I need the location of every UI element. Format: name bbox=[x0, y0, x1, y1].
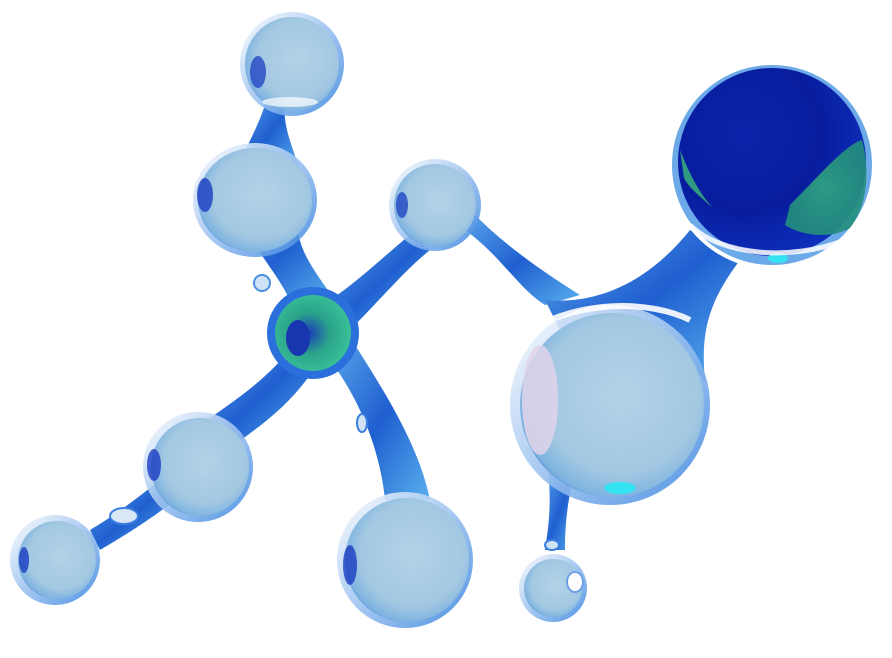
atom-far-left bbox=[10, 515, 100, 605]
atom-top bbox=[240, 12, 344, 116]
atom-left bbox=[109, 412, 253, 525]
atom-large-pale bbox=[510, 303, 710, 505]
atom-bottom-small bbox=[519, 539, 587, 622]
atom-bottom-center bbox=[337, 413, 473, 628]
atom-large-dark bbox=[668, 61, 876, 269]
atom-middle bbox=[389, 159, 481, 251]
atom-center-green bbox=[253, 274, 359, 379]
atom-upper-left bbox=[193, 143, 317, 257]
